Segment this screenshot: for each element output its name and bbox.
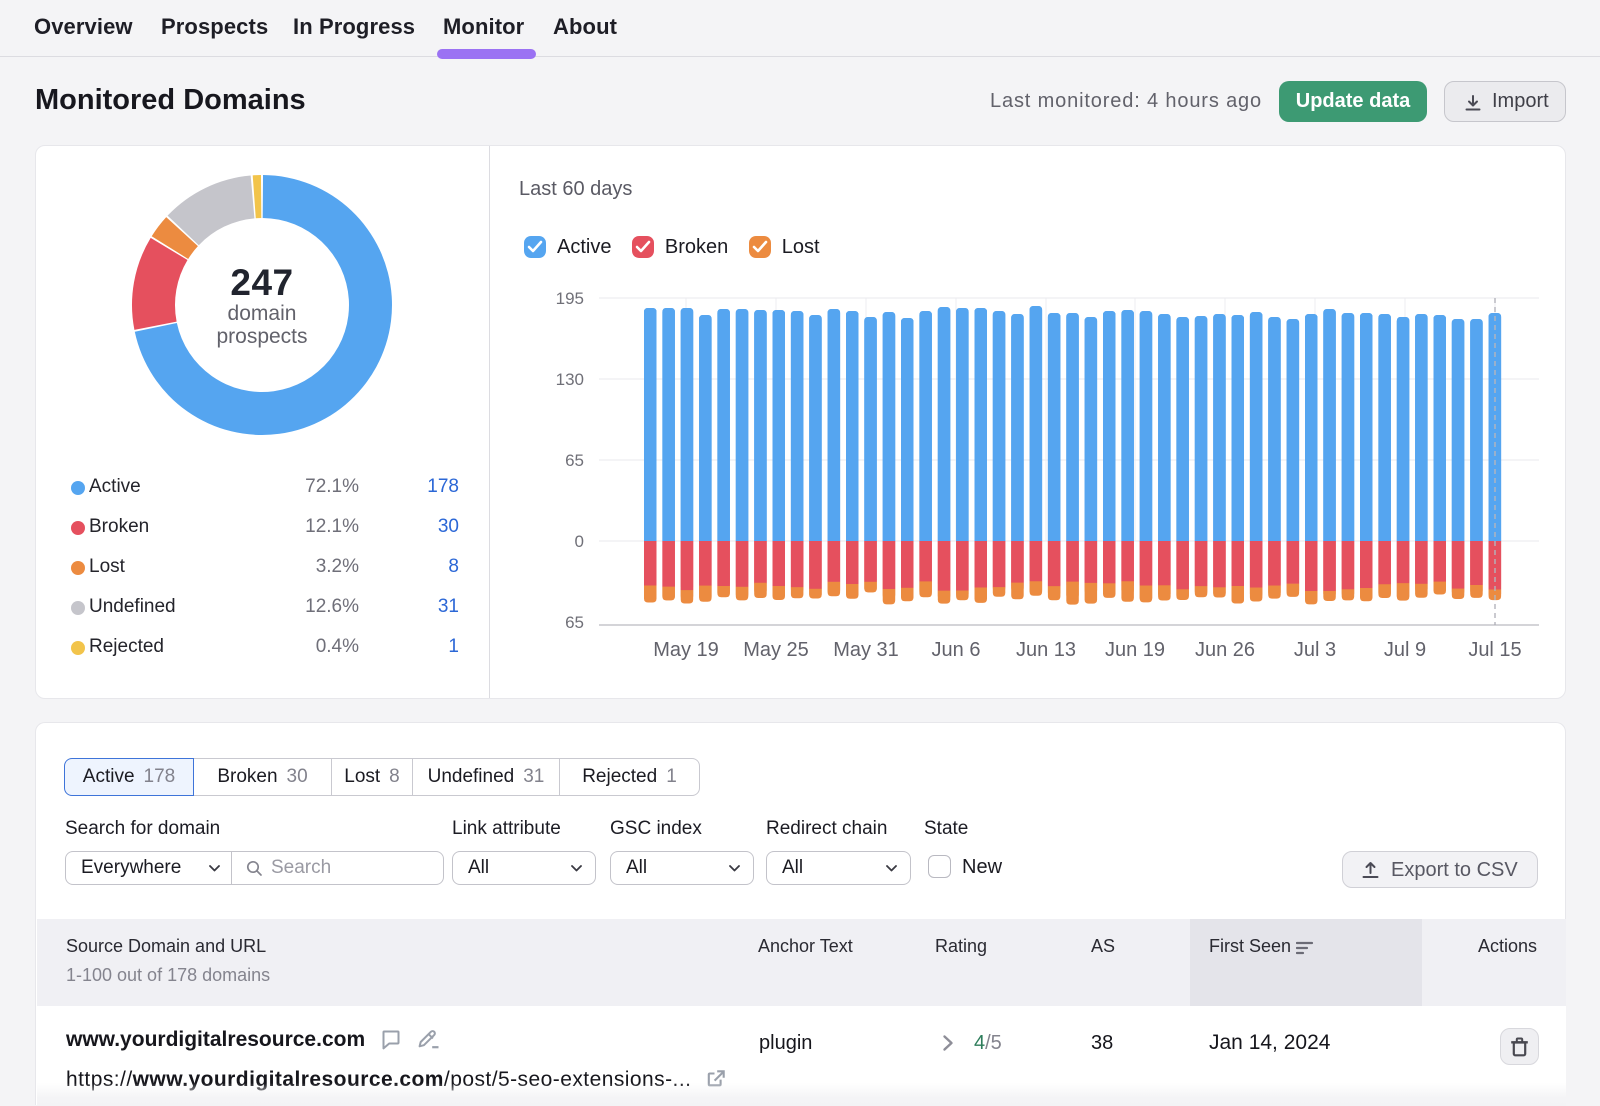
svg-text:Jun 19: Jun 19 [1105, 639, 1165, 661]
svg-text:Jul 15: Jul 15 [1468, 639, 1521, 661]
svg-text:65: 65 [565, 613, 584, 632]
svg-text:65: 65 [565, 451, 584, 470]
svg-text:Jun 26: Jun 26 [1195, 639, 1255, 661]
svg-text:Jul 9: Jul 9 [1384, 639, 1426, 661]
svg-text:May 31: May 31 [833, 639, 899, 661]
svg-text:195: 195 [556, 289, 584, 308]
svg-text:May 25: May 25 [743, 639, 809, 661]
svg-text:May 19: May 19 [653, 639, 719, 661]
svg-text:Jun 13: Jun 13 [1016, 639, 1076, 661]
svg-text:0: 0 [575, 532, 584, 551]
svg-text:130: 130 [556, 370, 584, 389]
svg-text:Jul 3: Jul 3 [1294, 639, 1336, 661]
svg-text:Jun 6: Jun 6 [932, 639, 981, 661]
